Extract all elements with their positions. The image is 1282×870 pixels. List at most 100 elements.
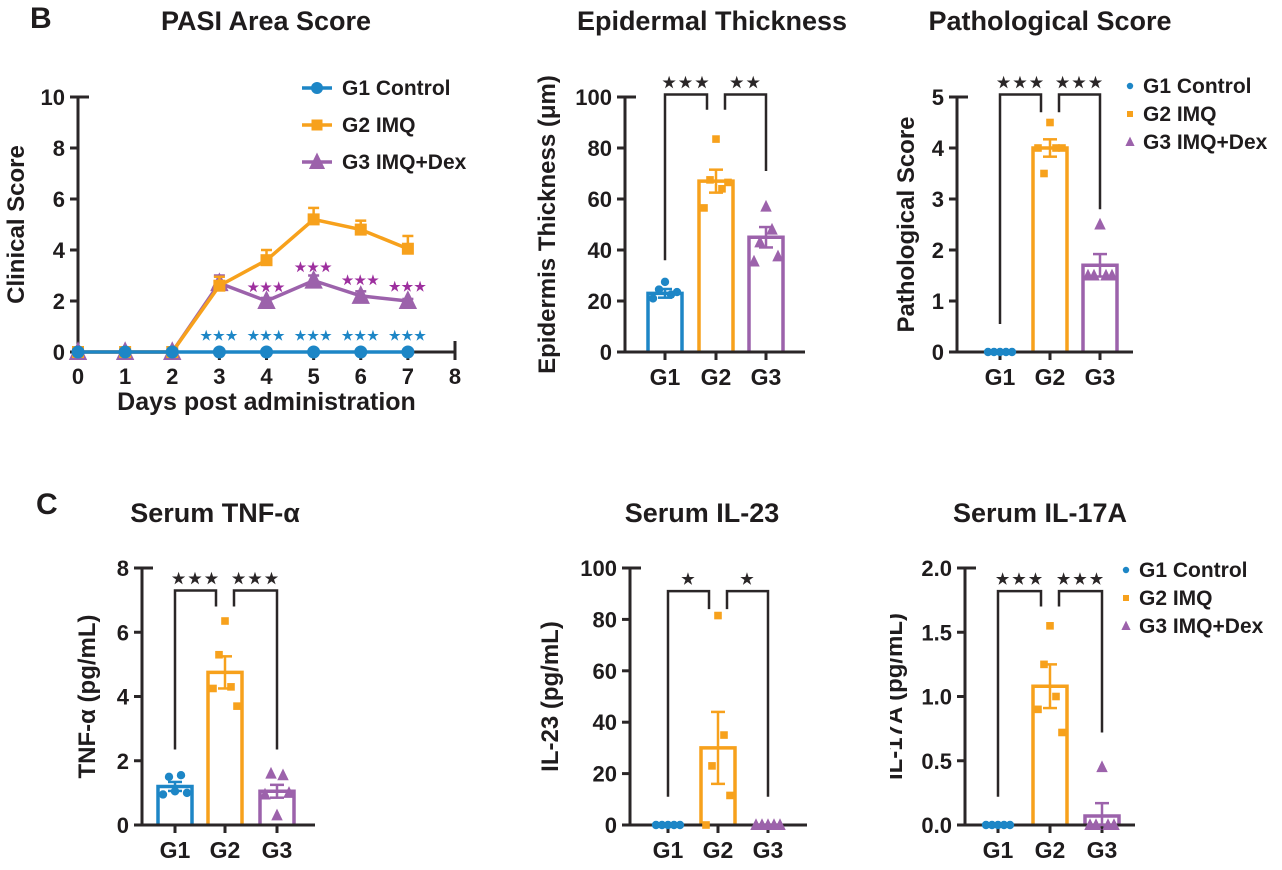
axes: 0 2 4 6 8 10 0 1 2 3 4 5 6 7 8 [41,85,462,389]
data-point-triangle [1090,818,1102,830]
legend-label: G2 IMQ [1143,103,1217,126]
y-tick-label: 8 [53,136,65,161]
bar-group-g3 [750,818,786,830]
data-point-square [1052,692,1060,701]
data-point-triangle [766,222,778,235]
data-point-circle [170,787,180,796]
significance-bracket [998,93,1043,324]
bracket-stars: ★★★ [1056,74,1105,91]
data-point-circle [164,772,174,782]
data-point-circle [983,347,993,357]
legend-item-g3-imq-dex: G3 IMQ+Dex [1121,615,1264,638]
data-point-circle [401,345,415,359]
data-point-circle [1007,347,1017,357]
x-category-label: G3 [1085,364,1116,390]
data-point-square [213,279,226,292]
y-tick-label: 2 [932,238,944,263]
x-tick-label: 3 [213,364,225,389]
y-axis-label: IL-23 (pg/mL) [537,621,564,772]
data-point-square [215,650,223,659]
star-marks: ★★★ [389,279,427,294]
legend-label: G3 IMQ+Dex [342,151,467,174]
legend-item-g1-control: G1 Control [302,77,451,100]
data-point-triangle [277,768,289,781]
y-tick-label: 100 [575,85,612,110]
bar-group-g3 [747,199,785,351]
data-point-square [702,821,710,829]
legend-marker-triangle [1121,620,1131,630]
data-point-triangle [1096,760,1108,773]
data-point-square [708,762,716,770]
x-category-label: G1 [985,364,1016,390]
bracket-stars: ★★★ [996,571,1045,588]
star-marks: ★★★ [248,280,286,295]
data-point-square [718,185,726,193]
data-point-square [1058,728,1066,737]
axes: 0 2 4 6 8 G1 G2 G3 [117,556,315,863]
bracket-stars: ★★★ [172,570,221,587]
chart-serum-tnf-alpha: Serum TNF-α TNF-α (pg/mL) 0 2 4 6 8 G1 G2 G3 ★★★ ★★… [0,480,450,865]
legend-marker-square [311,119,323,131]
legend-label: G3 IMQ+Dex [1143,131,1268,154]
data-point-circle [989,347,999,357]
data-point-square [714,611,722,620]
data-point-square [354,223,367,236]
legend: G1 Control G2 IMQ G3 IMQ+Dex [1121,559,1264,638]
data-point-circle [158,790,168,799]
data-point-circle [165,345,179,359]
y-tick-label: 2 [53,289,65,314]
x-category-label: G1 [160,837,191,863]
x-tick-label: 7 [402,364,414,389]
data-point-square [700,204,708,212]
data-point-circle [995,347,1005,357]
data-point-triangle [748,254,760,267]
legend-label: G3 IMQ+Dex [1139,615,1264,638]
y-axis-label: IL-17A (pg/mL) [890,613,908,780]
y-tick-label: 4 [53,238,66,263]
y-tick-label: 60 [588,187,612,212]
y-tick-label: 6 [117,620,129,645]
y-tick-label: 0 [600,340,612,365]
legend-item-g1-control: G1 Control [1126,75,1252,98]
data-point-circle [1001,347,1011,357]
y-tick-label: 10 [41,85,65,110]
y-tick-label: 80 [593,607,617,632]
x-tick-label: 2 [166,364,178,389]
data-point-circle [675,820,685,830]
data-point-square [720,731,728,739]
x-category-label: G1 [983,837,1014,863]
data-point-square [724,178,732,187]
bar-group-g1 [651,820,685,830]
data-point-circle [1005,820,1015,830]
data-point-circle [669,820,679,830]
data-point-square [1034,144,1042,152]
legend-item-g3-imq-dex: G3 IMQ+Dex [1125,131,1268,154]
x-tick-label: 0 [72,364,84,389]
data-point-circle [260,345,273,359]
data-point-triangle [398,290,418,309]
y-tick-label: 0.5 [921,749,952,774]
data-point-square [1052,144,1060,152]
chart-epidermal-thickness: Epidermal Thickness Epidermis Thickness (… [505,0,890,440]
data-point-triangle [271,808,283,821]
significance-stars: ★★★ ★★★ ★★★ ★★★ [248,259,427,295]
data-point-square [233,702,241,710]
data-point-square [401,242,414,255]
data-point-triangle [774,818,786,830]
data-point-triangle [1108,818,1120,830]
data-point-circle [648,294,658,303]
chart-title: PASI Area Score [161,6,371,36]
bracket-stars: ★ [740,571,756,588]
data-point-square [209,684,217,693]
x-category-label: G2 [210,837,241,863]
chart-title: Serum IL-17A [953,498,1127,528]
data-point-circle [118,345,132,359]
data-point-circle [71,345,85,359]
y-tick-label: 3 [932,187,944,212]
bracket-stars: ★★ [730,74,763,91]
data-point-square [1046,622,1054,630]
y-tick-label: 1.0 [921,685,952,710]
epidermal-thickness-canvas: Epidermal Thickness Epidermis Thickness (… [534,6,847,390]
bracket-stars: ★★★ [1057,571,1106,588]
x-category-label: G2 [1035,837,1066,863]
